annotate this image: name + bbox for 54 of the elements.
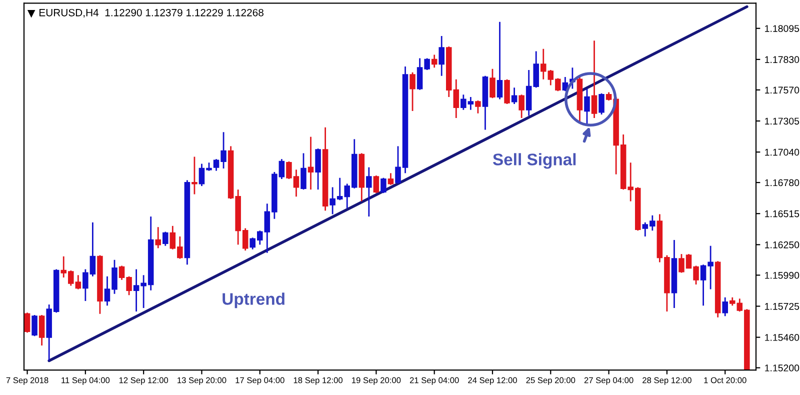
y-tick-label: 1.15200	[765, 364, 800, 372]
candlestick	[24, 312, 30, 334]
x-tick-label: 13 Sep 20:00	[178, 377, 226, 385]
candlestick	[431, 54, 438, 68]
chart-title: EURUSD,H4 1.12290 1.12379 1.12229 1.12268	[39, 8, 264, 18]
x-tick-label: 28 Sep 12:00	[642, 377, 692, 385]
candlestick	[496, 21, 503, 100]
y-tick-label: 1.18095	[765, 25, 800, 32]
candlestick	[518, 94, 524, 119]
candlestick	[155, 226, 161, 249]
x-tick-label: 19 Sep 20:00	[352, 377, 401, 385]
x-tick-label: 25 Sep 20:00	[526, 377, 576, 385]
y-tick-label: 1.16250	[765, 241, 800, 248]
candlestick	[366, 166, 372, 218]
annotation: Sell Signal	[492, 153, 576, 169]
candlestick	[38, 314, 45, 346]
candlestick	[511, 86, 518, 105]
candlestick	[300, 152, 306, 190]
candlestick	[490, 68, 496, 99]
x-tick-label: 24 Sep 12:00	[468, 377, 517, 385]
y-tick-label: 1.17570	[765, 86, 800, 94]
x-tick-label: 27 Sep 04:00	[584, 377, 634, 385]
annotation: Uptrend	[222, 292, 284, 308]
x-tick-label: 1 Oct 20:00	[704, 377, 746, 384]
x-tick-label: 12 Sep 12:00	[119, 377, 168, 385]
y-tick-label: 1.15725	[765, 302, 800, 310]
candlestick	[373, 174, 380, 194]
candlestick	[722, 296, 728, 317]
candlestick	[475, 100, 481, 114]
candlestick	[388, 172, 394, 186]
x-tick-label: 18 Sep 12:00	[294, 377, 342, 385]
candlestick	[584, 88, 590, 126]
candlestick	[380, 177, 386, 194]
y-tick-label: 1.16515	[765, 210, 800, 218]
y-tick-label: 1.17830	[765, 56, 800, 64]
y-tick-label: 1.15460	[765, 334, 800, 341]
candlestick	[598, 92, 604, 116]
candlestick	[504, 78, 510, 105]
candlestick	[32, 314, 38, 337]
candlestick	[315, 148, 321, 190]
y-tick-label: 1.16780	[765, 179, 800, 186]
y-tick-label: 1.17305	[765, 118, 800, 125]
candlestick	[308, 136, 314, 190]
candlestick	[591, 40, 598, 119]
x-tick-label: 17 Sep 04:00	[236, 377, 284, 385]
candlestick	[438, 35, 444, 77]
candlestick	[410, 72, 416, 112]
candlestick	[162, 231, 168, 247]
x-tick-label: 7 Sep 2018	[6, 377, 48, 385]
y-tick-label: 1.17040	[765, 148, 800, 156]
y-tick-label: 1.15990	[765, 272, 800, 279]
candlestick	[192, 156, 198, 195]
x-tick-label: 11 Sep 04:00	[62, 377, 110, 385]
x-tick-label: 21 Sep 04:00	[410, 377, 459, 385]
